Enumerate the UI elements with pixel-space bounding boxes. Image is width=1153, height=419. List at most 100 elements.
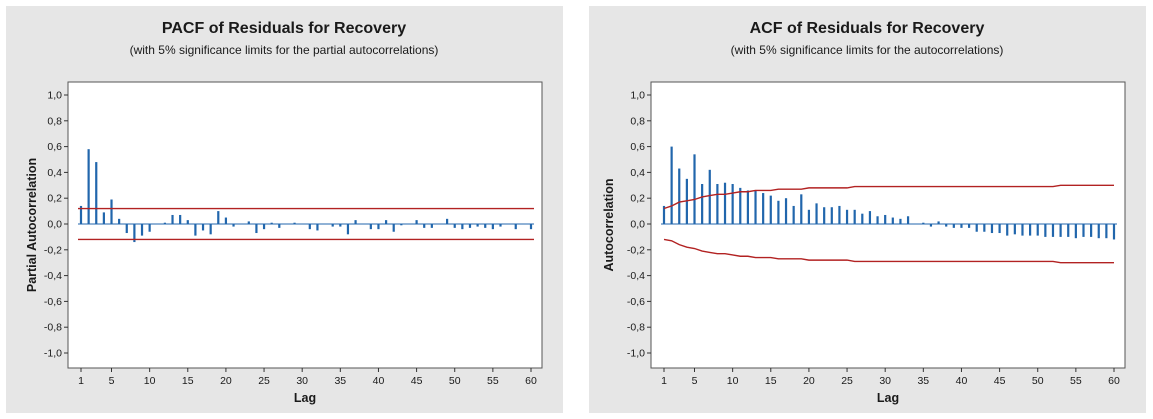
y-tick-label: 1,0 [47,90,62,102]
bar [362,224,365,225]
x-tick-label: 60 [525,375,537,387]
bar [148,224,151,232]
x-tick-label: 30 [296,375,308,387]
bar [491,224,494,230]
y-tick-label: 1,0 [630,90,645,102]
bar [95,162,98,224]
y-tick-label: 0,4 [47,167,62,179]
bar [914,224,917,225]
bar [823,207,826,224]
bar [838,205,841,224]
bar [522,224,525,225]
bar [815,203,818,224]
bar [308,224,311,230]
bar [1044,224,1047,237]
bar [468,224,472,228]
bar [384,220,388,224]
y-tick-label: -1,0 [44,348,62,360]
bar [1013,224,1016,235]
acf-chart: ACF of Residuals for Recovery (with 5% s… [602,20,1126,405]
x-tick-label: 5 [109,375,115,387]
bar [316,224,319,231]
bar [1059,224,1062,237]
bar [484,224,487,228]
bar [262,224,266,230]
bar [186,220,189,224]
bar [79,205,83,224]
bar [1036,224,1039,236]
bar [662,205,666,224]
acf-chart-panel: ACF of Residuals for Recovery (with 5% s… [589,6,1146,413]
bar [369,224,372,230]
bar [346,224,350,235]
upper-limit-line [663,184,1114,210]
bar [990,224,994,234]
significance-limits [663,184,1114,264]
y-tick-label: 0,6 [630,141,645,153]
bar [1074,224,1077,239]
bar [861,213,864,224]
y-tick-label: -0,2 [44,244,62,256]
x-tick-label: 30 [879,375,891,387]
x-tick-label: 50 [449,375,461,387]
bar [922,222,925,224]
bar [1067,224,1070,237]
x-axis: 1 5 10 15 20 25 30 35 40 45 50 55 60 [78,368,537,387]
bar [800,194,803,224]
y-tick-label: 0,8 [47,115,62,127]
bar [960,224,963,228]
y-tick-label: -1,0 [627,348,645,360]
bar [209,224,212,235]
bar [133,224,136,243]
bar [1051,224,1055,237]
y-tick-label: -0,8 [44,322,62,334]
bar [945,224,948,227]
x-tick-label: 45 [994,375,1006,387]
bar [217,211,220,224]
pacf-chart-panel: PACF of Residuals for Recovery (with 5% … [6,6,563,413]
bar [731,184,734,224]
bar [784,198,788,224]
bar [868,211,872,224]
bar [415,220,418,224]
bar [293,222,296,224]
x-axis: 1 5 10 15 20 25 30 35 40 45 50 55 60 [661,368,1120,387]
x-tick-label: 1 [661,375,667,387]
x-axis-label: Lag [294,391,316,405]
bar [792,205,795,224]
bar [762,193,765,224]
x-tick-label: 55 [487,375,499,387]
bar [339,224,342,227]
bar [194,224,197,236]
bar [1112,224,1116,240]
x-tick-label: 40 [373,375,385,387]
x-tick-label: 25 [841,375,853,387]
bar [708,169,711,224]
bar [1029,224,1032,236]
bar [232,224,235,227]
y-tick-label: 0,6 [47,141,62,153]
bar [929,224,933,227]
bar [423,224,426,228]
bar [1097,224,1100,239]
x-tick-label: 5 [692,375,698,387]
bar [739,187,742,224]
bar [952,224,955,228]
x-tick-label: 45 [411,375,423,387]
bar [476,224,479,227]
bar [179,214,182,224]
chart-subtitle: (with 5% significance limits for the par… [130,43,439,57]
bar [255,224,258,234]
y-tick-label: 0,2 [630,193,645,205]
y-tick-label: -0,6 [44,296,62,308]
bar [400,224,403,226]
bar [1090,224,1093,237]
x-tick-label: 10 [727,375,739,387]
bar [1021,224,1024,236]
bar [507,224,510,225]
chart-subtitle: (with 5% significance limits for the aut… [731,43,1004,57]
bar [754,190,757,224]
bar [201,224,205,231]
y-tick-label: -0,4 [44,270,62,282]
y-tick-label: 0,0 [630,219,645,231]
